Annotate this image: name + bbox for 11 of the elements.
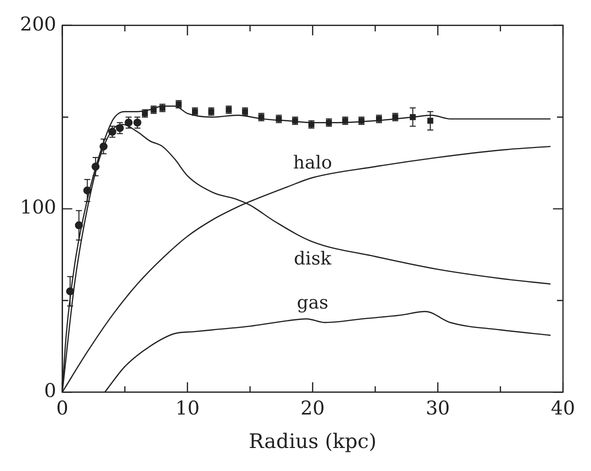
- x-tick-label: 30: [426, 398, 450, 420]
- y-tick-label: 200: [20, 13, 56, 36]
- x-tick-label: 10: [175, 398, 200, 420]
- x-axis-title: Radius (kpc): [248, 429, 377, 454]
- y-tick-label: 100: [20, 196, 56, 219]
- y-tick-label: 0: [44, 380, 56, 402]
- series-label: disk: [294, 248, 332, 270]
- series-label: halo: [293, 152, 332, 174]
- series-label: gas: [296, 292, 328, 314]
- x-tick-label: 20: [300, 398, 325, 420]
- x-tick-label: 40: [550, 398, 576, 420]
